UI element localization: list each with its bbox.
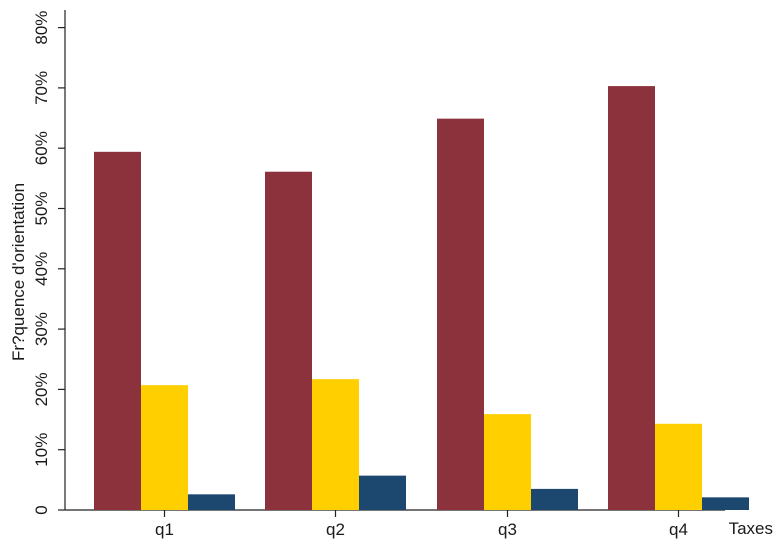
bar-q2-series-1: [265, 171, 312, 511]
bar-q2-series-2: [312, 379, 359, 510]
x-axis-ticks: q1 q2 q3 q4: [155, 510, 688, 539]
bars-group: [94, 86, 749, 511]
y-tick-label: 70%: [32, 71, 51, 105]
bar-q4-series-3: [702, 497, 749, 510]
bar-q1-series-3: [188, 494, 235, 510]
y-tick-label: 0: [32, 505, 51, 514]
bar-q3-series-3: [531, 488, 578, 510]
bar-q4-series-1: [608, 86, 655, 510]
y-tick-label: 60%: [32, 131, 51, 165]
y-axis-title: Fr?quence d'orientation: [9, 183, 28, 361]
bar-q2-series-3: [359, 475, 406, 510]
y-tick-label: 40%: [32, 252, 51, 286]
y-tick-label: 50%: [32, 191, 51, 225]
bar-q4-series-2: [655, 423, 702, 510]
x-axis-title: Taxes: [729, 519, 773, 538]
x-tick-label-q1: q1: [155, 520, 174, 539]
x-tick-label-q3: q3: [498, 520, 517, 539]
x-tick-label-q4: q4: [669, 520, 688, 539]
x-tick-label-q2: q2: [326, 520, 345, 539]
bar-q3-series-2: [484, 414, 531, 510]
y-tick-label: 80%: [32, 11, 51, 45]
y-tick-label: 30%: [32, 312, 51, 346]
bar-q3-series-1: [437, 118, 484, 510]
y-axis-ticks: 0 10% 20% 30% 40% 50% 60% 70% 80%: [32, 11, 65, 515]
bar-q1-series-1: [94, 151, 141, 510]
bar-q1-series-2: [141, 385, 188, 510]
y-tick-label: 10%: [32, 433, 51, 467]
y-tick-label: 20%: [32, 372, 51, 406]
